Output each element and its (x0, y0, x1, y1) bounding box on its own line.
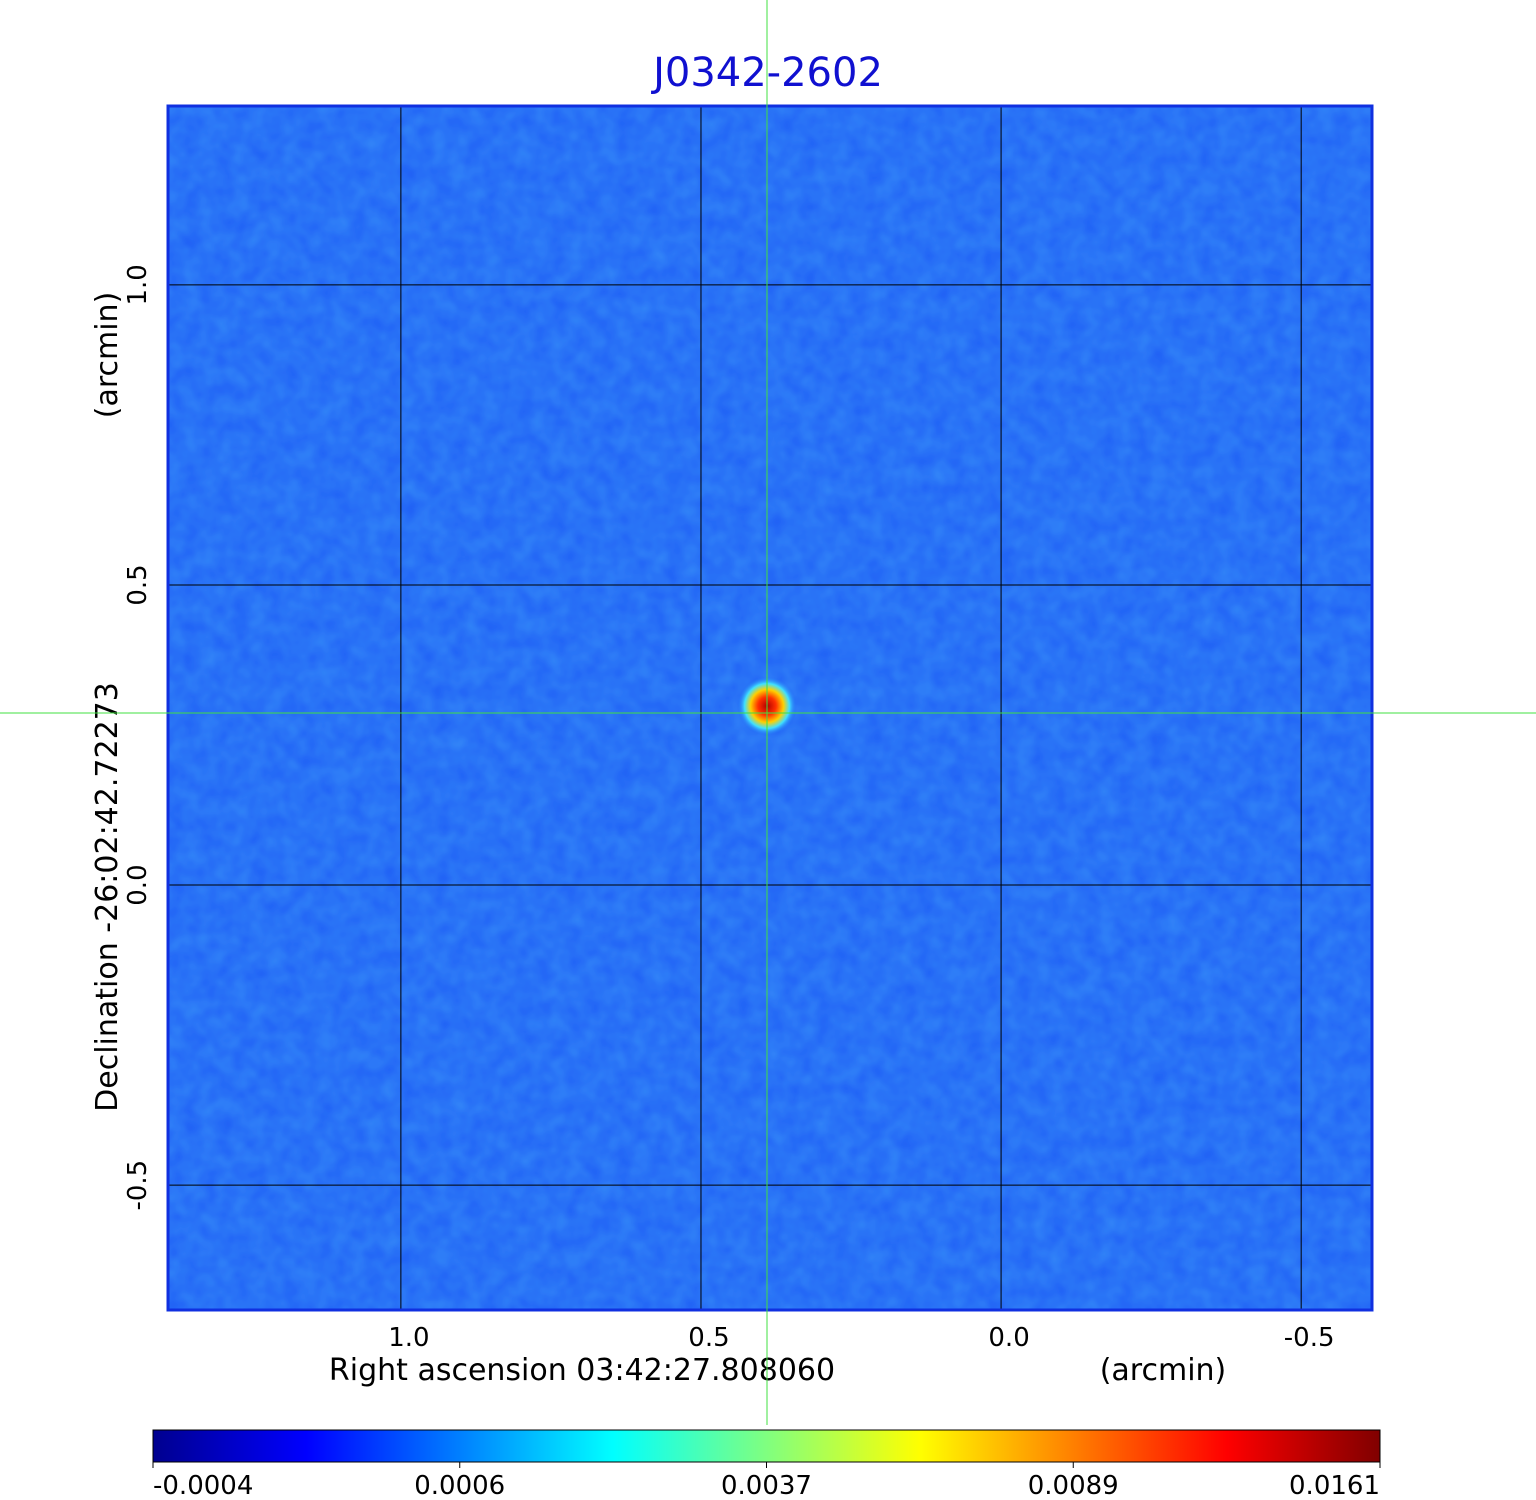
x-tick-label: -0.5 (1284, 1323, 1335, 1353)
x-axis-label: Right ascension 03:42:27.808060 (329, 1353, 835, 1388)
x-tick-label: 0.0 (988, 1323, 1029, 1353)
y-tick-label: -0.5 (123, 1160, 153, 1211)
x-axis-unit: (arcmin) (1100, 1353, 1227, 1388)
colorbar-tick-label: 0.0006 (414, 1471, 505, 1500)
colorbar (152, 1429, 1381, 1463)
colorbar-tick-label: -0.0004 (153, 1471, 253, 1500)
colorbar-tick-label: 0.0089 (1028, 1471, 1119, 1500)
colorbar-tick-label: 0.0037 (721, 1471, 812, 1500)
colorbar-tick-label: 0.0161 (1289, 1471, 1380, 1500)
x-tick-label: 1.0 (388, 1323, 429, 1353)
y-tick-label: 0.0 (123, 864, 153, 905)
x-tick-label: 0.5 (688, 1323, 729, 1353)
y-axis-label: Declination -26:02:42.72273 (90, 682, 125, 1112)
y-tick-label: 1.0 (123, 264, 153, 305)
y-axis-unit: (arcmin) (90, 292, 125, 419)
y-tick-label: 0.5 (123, 564, 153, 605)
plot-frame (166, 104, 1374, 1312)
